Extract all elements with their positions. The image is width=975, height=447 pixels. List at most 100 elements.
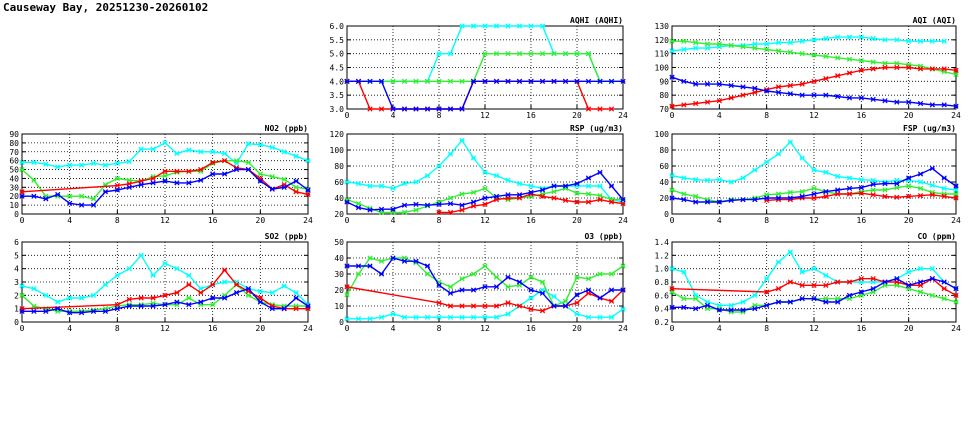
y-tick-label: 0: [14, 210, 19, 219]
x-tick-label: 24: [303, 324, 313, 333]
data-point: [174, 299, 180, 305]
y-tick-label: 3: [14, 278, 19, 287]
data-point: [31, 159, 37, 166]
data-point: [150, 180, 156, 186]
data-point: [198, 149, 204, 155]
data-point: [585, 51, 592, 57]
data-point: [505, 274, 511, 280]
data-point: [811, 191, 817, 197]
data-point: [516, 51, 523, 57]
x-tick-label: 0: [20, 216, 25, 225]
y-tick-label: 50: [9, 166, 19, 175]
data-point: [870, 187, 876, 193]
data-point: [293, 189, 299, 195]
data-point: [401, 180, 408, 187]
data-point: [620, 306, 626, 312]
data-point: [585, 175, 592, 181]
data-point: [470, 78, 477, 84]
data-point: [846, 292, 853, 298]
chart-fsp: 0 20 40 60 80 100 0 4 8 12 16 20 24 FSP (ug/m3): [655, 124, 961, 225]
data-point: [413, 258, 419, 264]
data-point: [941, 296, 947, 302]
data-point: [493, 193, 500, 200]
data-point: [608, 298, 615, 304]
data-point: [162, 168, 168, 174]
data-point: [126, 303, 132, 309]
data-point: [470, 155, 477, 161]
data-point: [539, 23, 546, 29]
data-point: [162, 302, 168, 308]
data-point: [906, 193, 912, 200]
y-tick-label: 80: [659, 91, 669, 100]
data-point: [114, 182, 120, 189]
x-tick-label: 16: [857, 216, 867, 225]
x-tick-label: 12: [809, 111, 819, 120]
data-point: [740, 299, 746, 305]
data-point: [221, 295, 228, 301]
data-point: [401, 258, 408, 264]
data-point: [799, 51, 805, 57]
series-cyan: [19, 252, 311, 308]
data-point: [424, 271, 431, 277]
data-point: [787, 195, 793, 201]
data-point: [823, 188, 829, 195]
data-point: [539, 187, 546, 193]
data-point: [401, 209, 408, 216]
data-point: [669, 103, 675, 109]
data-point: [293, 295, 299, 301]
data-point: [413, 207, 419, 213]
data-point: [436, 106, 442, 112]
data-point: [716, 41, 722, 47]
data-point: [482, 51, 488, 57]
data-point: [799, 296, 805, 302]
y-tick-label: 10: [334, 302, 344, 311]
data-point: [355, 271, 362, 277]
y-tick-label: 60: [659, 162, 669, 171]
x-tick-label: 12: [480, 324, 490, 333]
y-tick-label: 0: [339, 318, 344, 327]
data-point: [528, 274, 534, 280]
data-point: [752, 306, 758, 312]
data-point: [669, 48, 675, 54]
x-tick-label: 4: [67, 324, 72, 333]
data-point: [470, 199, 477, 205]
data-point: [378, 271, 385, 277]
data-point: [424, 263, 431, 269]
data-point: [413, 314, 419, 320]
data-point: [174, 266, 180, 272]
data-point: [355, 263, 362, 269]
x-tick-label: 16: [857, 111, 867, 120]
data-point: [281, 176, 287, 182]
data-point: [210, 159, 216, 166]
data-point: [390, 311, 396, 317]
data-point: [102, 308, 109, 314]
x-tick-label: 0: [670, 324, 675, 333]
y-tick-label: 20: [659, 194, 669, 203]
data-point: [597, 196, 603, 203]
data-point: [493, 303, 500, 309]
data-point: [799, 193, 805, 200]
data-point: [401, 106, 408, 112]
data-point: [43, 292, 49, 298]
data-point: [858, 289, 864, 295]
chart-aqi: 70 80 90 100 110 120 130 0 4 8 12 16 20 24 AQI (AQI): [655, 16, 961, 120]
y-tick-label: 5.5: [330, 36, 345, 45]
x-tick-label: 24: [618, 111, 628, 120]
data-point: [19, 193, 25, 199]
data-point: [493, 172, 500, 179]
data-point: [378, 106, 385, 112]
data-point: [31, 308, 37, 314]
data-point: [917, 100, 924, 107]
x-tick-label: 0: [20, 324, 25, 333]
data-point: [608, 78, 615, 84]
y-tick-label: 1.4: [655, 238, 670, 247]
data-point: [728, 197, 734, 204]
data-point: [401, 78, 408, 84]
data-point: [585, 183, 592, 189]
data-point: [787, 279, 793, 285]
data-point: [401, 314, 408, 320]
data-point: [436, 163, 442, 169]
data-point: [367, 207, 373, 213]
data-point: [835, 187, 841, 193]
